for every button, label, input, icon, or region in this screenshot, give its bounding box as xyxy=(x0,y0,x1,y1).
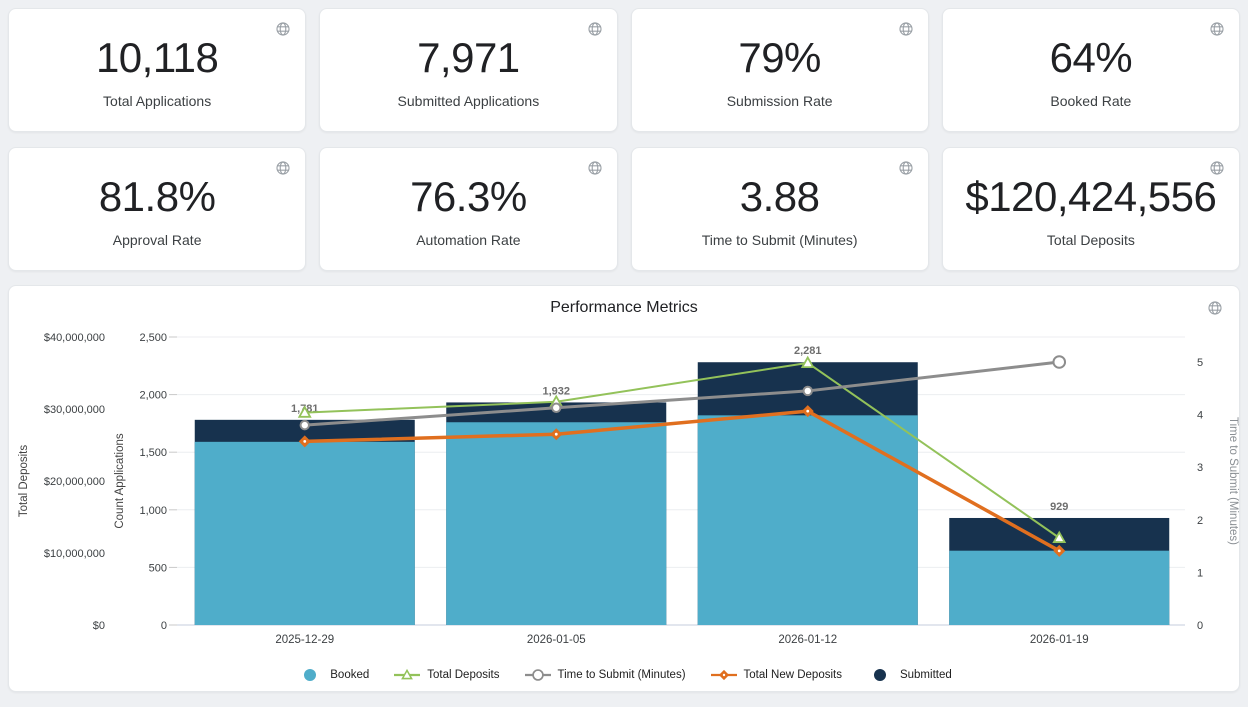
kpi-label: Booked Rate xyxy=(1050,93,1132,110)
svg-text:929: 929 xyxy=(1050,501,1068,513)
svg-text:Total Deposits: Total Deposits xyxy=(18,445,30,517)
kpi-label: Total Deposits xyxy=(1046,232,1135,249)
svg-text:2026-01-05: 2026-01-05 xyxy=(527,634,586,646)
kpi-value: $120,424,556 xyxy=(965,172,1217,220)
legend-label: Submitted xyxy=(899,669,952,681)
legend-item-booked[interactable]: Booked xyxy=(296,668,369,682)
svg-text:1: 1 xyxy=(1197,567,1203,579)
kpi-value: 10,118 xyxy=(95,33,219,81)
svg-text:1,932: 1,932 xyxy=(542,385,570,397)
svg-text:2,500: 2,500 xyxy=(139,332,167,344)
kpi-card-grid: 10,118 Total Applications 7,971 Submitte… xyxy=(8,8,1240,271)
kpi-card-total-applications: 10,118 Total Applications xyxy=(8,8,307,132)
kpi-label: Submitted Applications xyxy=(397,93,540,110)
legend-swatch-diamond-icon xyxy=(710,669,737,681)
globe-icon[interactable] xyxy=(275,21,291,37)
kpi-card-time-to-submit: 3.88 Time to Submit (Minutes) xyxy=(630,147,929,271)
kpi-label: Time to Submit (Minutes) xyxy=(701,232,858,249)
svg-text:5: 5 xyxy=(1197,357,1203,369)
kpi-card-total-deposits: $120,424,556 Total Deposits xyxy=(941,147,1240,271)
kpi-card-approval-rate: 81.8% Approval Rate xyxy=(8,147,307,271)
svg-text:$40,000,000: $40,000,000 xyxy=(44,332,105,344)
kpi-label: Automation Rate xyxy=(416,232,521,249)
globe-icon[interactable] xyxy=(587,160,603,176)
legend-item-time-to-submit-minutes[interactable]: Time to Submit (Minutes) xyxy=(524,668,686,682)
globe-icon[interactable] xyxy=(1209,160,1225,176)
svg-text:$0: $0 xyxy=(93,620,105,632)
svg-text:2026-01-19: 2026-01-19 xyxy=(1030,634,1089,646)
legend-item-submitted[interactable]: Submitted xyxy=(866,668,952,682)
legend-swatch-triangle-icon xyxy=(394,668,421,680)
svg-text:2026-01-12: 2026-01-12 xyxy=(778,634,837,646)
legend-swatch-circle-icon xyxy=(524,669,551,681)
legend-label: Time to Submit (Minutes) xyxy=(557,669,686,681)
legend-item-total-new-deposits[interactable]: Total New Deposits xyxy=(710,668,842,682)
globe-icon[interactable] xyxy=(1207,300,1223,316)
chart-legend: Booked Total Deposits Time to Submit (Minu… xyxy=(9,668,1239,682)
legend-swatch-circle-icon xyxy=(873,669,886,681)
globe-icon[interactable] xyxy=(898,21,914,37)
kpi-card-submitted-applications: 7,971 Submitted Applications xyxy=(319,8,618,132)
kpi-value: 64% xyxy=(1049,33,1133,81)
legend-label: Total New Deposits xyxy=(743,669,842,681)
svg-text:2025-12-29: 2025-12-29 xyxy=(275,634,334,646)
legend-item-total-deposits[interactable]: Total Deposits xyxy=(393,668,500,682)
performance-metrics-panel: Performance Metrics 1,7811,9322,281929$0… xyxy=(8,285,1240,692)
legend-swatch-circle-icon xyxy=(304,669,317,681)
kpi-value: 3.88 xyxy=(739,172,820,220)
kpi-value: 7,971 xyxy=(417,33,520,81)
kpi-label: Total Applications xyxy=(103,93,212,110)
kpi-card-submission-rate: 79% Submission Rate xyxy=(630,8,929,132)
globe-icon[interactable] xyxy=(898,160,914,176)
svg-text:1,000: 1,000 xyxy=(139,505,167,517)
kpi-label: Submission Rate xyxy=(726,93,833,110)
kpi-value: 81.8% xyxy=(98,172,216,220)
svg-text:500: 500 xyxy=(149,562,167,574)
svg-text:0: 0 xyxy=(161,620,167,632)
chart-title: Performance Metrics xyxy=(550,299,698,316)
svg-text:1,500: 1,500 xyxy=(139,447,167,459)
svg-text:Time to Submit (Minutes): Time to Submit (Minutes) xyxy=(1227,417,1239,545)
globe-icon[interactable] xyxy=(587,21,603,37)
kpi-card-automation-rate: 76.3% Automation Rate xyxy=(319,147,618,271)
svg-text:2,000: 2,000 xyxy=(139,390,167,402)
kpi-value: 76.3% xyxy=(410,172,527,220)
svg-text:3: 3 xyxy=(1197,462,1203,474)
svg-text:0: 0 xyxy=(1197,620,1203,632)
svg-text:2: 2 xyxy=(1197,515,1203,527)
performance-metrics-chart[interactable]: 1,7811,9322,281929$0$10,000,000$20,000,0… xyxy=(9,286,1239,654)
svg-text:$30,000,000: $30,000,000 xyxy=(44,404,105,416)
svg-text:$10,000,000: $10,000,000 xyxy=(44,548,105,560)
legend-label: Booked xyxy=(330,669,370,681)
kpi-value: 79% xyxy=(738,33,821,81)
globe-icon[interactable] xyxy=(1209,21,1225,37)
svg-text:4: 4 xyxy=(1197,410,1203,422)
legend-label: Total Deposits xyxy=(427,669,500,681)
svg-text:Count Applications: Count Applications xyxy=(114,433,126,529)
globe-icon[interactable] xyxy=(275,160,291,176)
kpi-card-booked-rate: 64% Booked Rate xyxy=(941,8,1240,132)
kpi-label: Approval Rate xyxy=(112,232,202,249)
svg-text:$20,000,000: $20,000,000 xyxy=(44,476,105,488)
svg-text:2,281: 2,281 xyxy=(794,345,822,357)
